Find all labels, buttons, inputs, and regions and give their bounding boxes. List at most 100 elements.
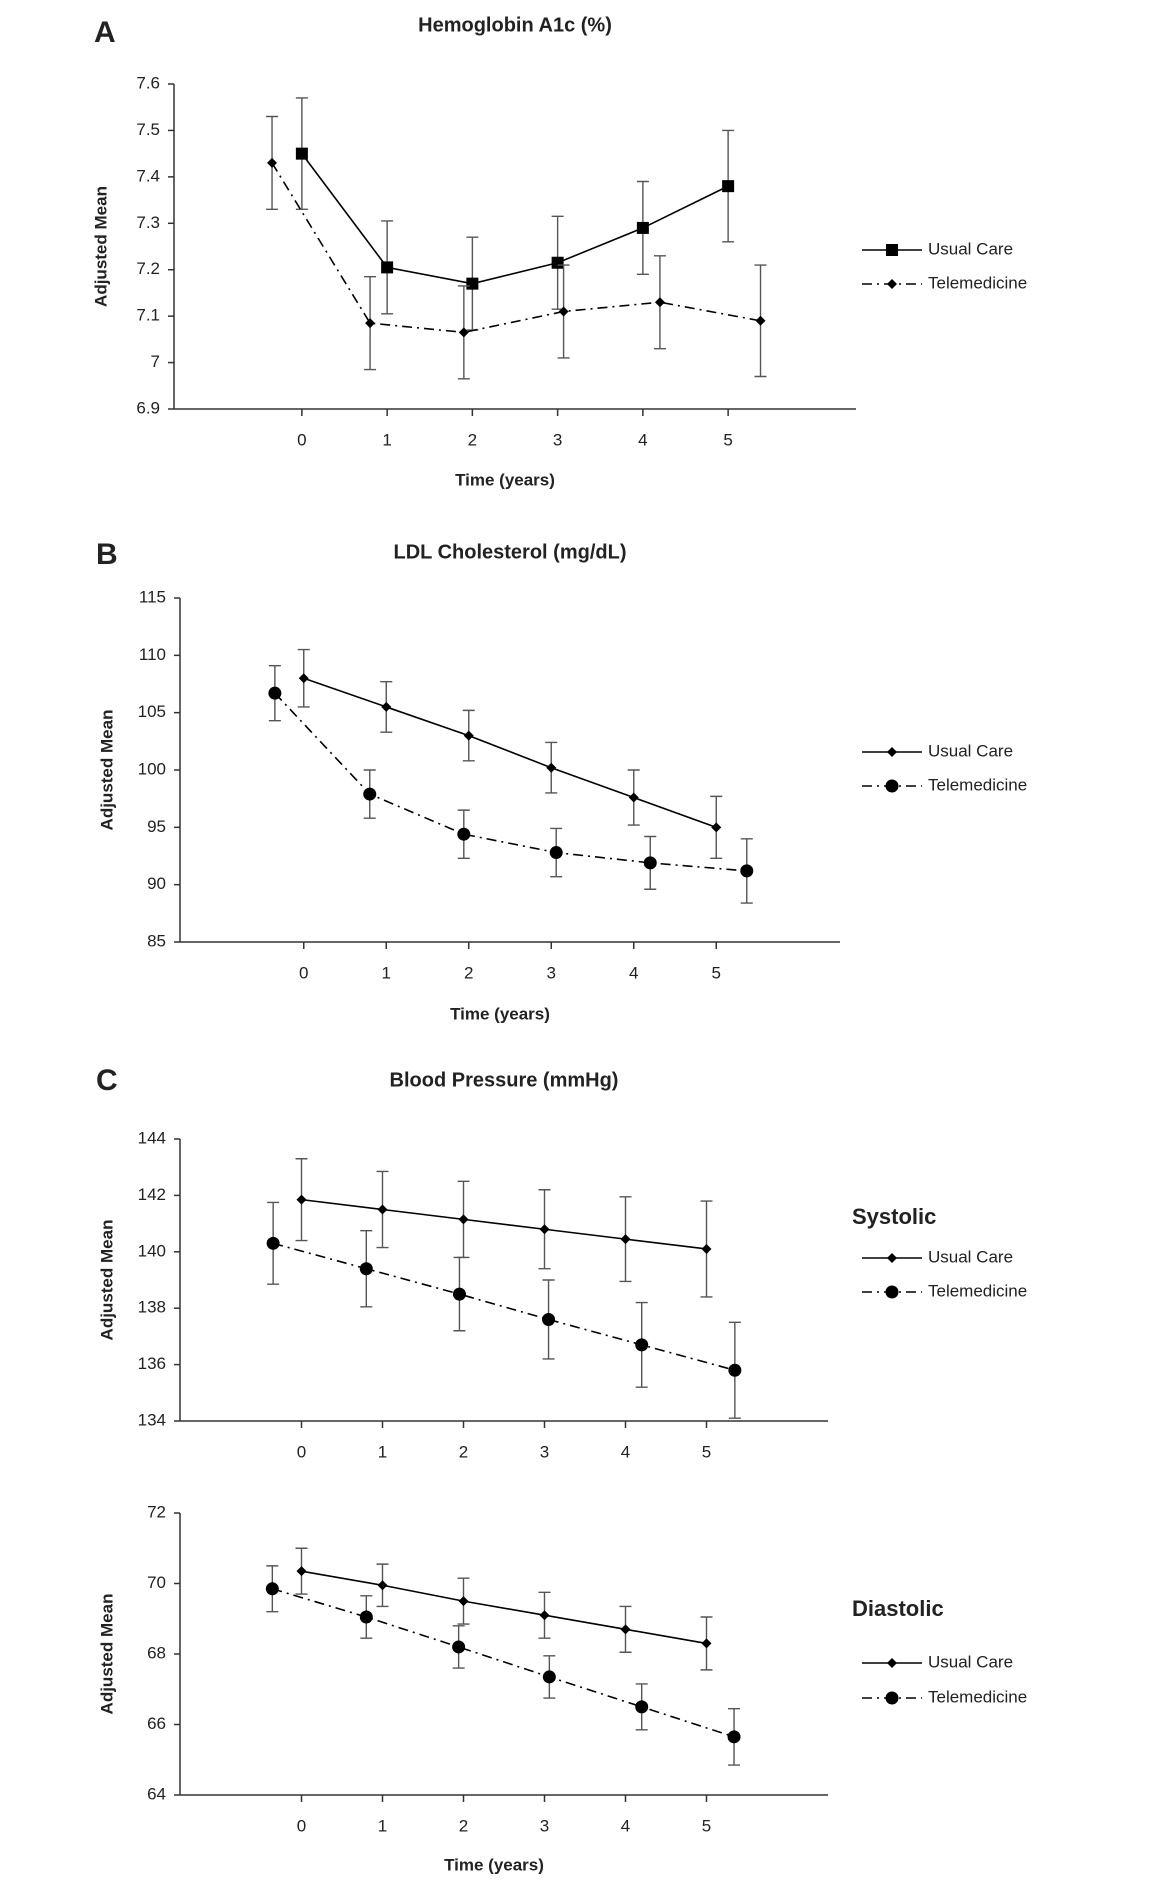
marker (363, 787, 377, 801)
marker (463, 730, 474, 741)
y-axis-label: Adjusted Mean (91, 186, 110, 307)
chart-title: Blood Pressure (mmHg) (390, 1069, 619, 1091)
marker (643, 856, 657, 870)
marker (755, 315, 766, 326)
x-tick-label: 2 (459, 1816, 468, 1835)
marker (458, 1596, 469, 1607)
marker (711, 822, 722, 833)
y-tick-label: 136 (138, 1354, 166, 1373)
x-tick-label: 3 (547, 963, 556, 982)
series-line (301, 153, 729, 285)
x-tick-label: 0 (299, 963, 308, 982)
series-line (301, 1198, 707, 1250)
marker (620, 1624, 631, 1635)
legend-label: Usual Care (928, 741, 1013, 760)
x-tick-label: 1 (382, 430, 391, 449)
series-line (303, 677, 717, 829)
marker (620, 1234, 631, 1245)
x-tick-label: 5 (723, 430, 732, 449)
marker (728, 1363, 742, 1377)
x-tick-label: 3 (540, 1816, 549, 1835)
x-tick-label: 1 (378, 1442, 387, 1461)
y-tick-label: 7.1 (136, 306, 160, 325)
marker (296, 1194, 307, 1205)
y-tick-label: 85 (147, 931, 166, 950)
x-tick-label: 0 (297, 1816, 306, 1835)
x-tick-label: 1 (382, 963, 391, 982)
x-tick-label: 3 (553, 430, 562, 449)
x-tick-label: 0 (297, 1442, 306, 1461)
marker (466, 277, 479, 290)
y-tick-label: 72 (147, 1502, 166, 1521)
marker (266, 1236, 280, 1250)
marker (546, 762, 557, 773)
marker (458, 1214, 469, 1225)
y-tick-label: 142 (138, 1185, 166, 1204)
marker (654, 297, 665, 308)
marker (365, 318, 376, 329)
y-tick-label: 100 (138, 759, 166, 778)
marker (457, 827, 471, 841)
x-tick-label: 5 (712, 963, 721, 982)
legend-marker (887, 1253, 897, 1263)
marker (549, 846, 563, 860)
legend-label: Usual Care (928, 239, 1013, 258)
y-axis-label: Adjusted Mean (97, 710, 116, 831)
series-line (272, 1588, 735, 1738)
y-tick-label: 144 (138, 1128, 166, 1147)
marker (295, 147, 308, 160)
x-tick-label: 5 (702, 1816, 711, 1835)
x-tick-label: 4 (629, 963, 638, 982)
y-tick-label: 7 (151, 352, 160, 371)
y-tick-label: 7.4 (136, 166, 160, 185)
y-tick-label: 95 (147, 817, 166, 836)
marker (635, 1700, 649, 1714)
legend-label: Telemedicine (928, 273, 1027, 292)
series-line (272, 1242, 736, 1372)
marker (635, 1338, 649, 1352)
legend-label: Telemedicine (928, 1281, 1027, 1300)
marker (265, 1582, 279, 1596)
x-tick-label: 2 (459, 1442, 468, 1461)
x-tick-label: 4 (638, 430, 647, 449)
legend-label: Telemedicine (928, 775, 1027, 794)
marker (377, 1580, 388, 1591)
y-tick-label: 7.6 (136, 73, 160, 92)
series-line (301, 1570, 707, 1645)
y-tick-label: 64 (147, 1784, 166, 1803)
legend-marker (887, 1658, 897, 1668)
subtitle: Diastolic (852, 1596, 944, 1621)
y-tick-label: 66 (147, 1714, 166, 1733)
marker (740, 864, 754, 878)
y-tick-label: 7.2 (136, 259, 160, 278)
y-tick-label: 7.5 (136, 120, 160, 139)
marker (722, 180, 735, 193)
y-axis-label: Adjusted Mean (97, 1594, 116, 1715)
marker (551, 256, 564, 269)
x-tick-label: 0 (297, 430, 306, 449)
x-axis-label: Time (years) (444, 1855, 544, 1874)
x-tick-label: 3 (540, 1442, 549, 1461)
marker (727, 1730, 741, 1744)
y-tick-label: 138 (138, 1298, 166, 1317)
x-tick-label: 1 (378, 1816, 387, 1835)
panel-label: B (96, 538, 118, 571)
legend-label: Usual Care (928, 1247, 1013, 1266)
x-tick-label: 2 (464, 963, 473, 982)
marker (539, 1610, 550, 1621)
legend-marker (887, 279, 897, 289)
y-axis-label: Adjusted Mean (97, 1220, 116, 1341)
legend-marker (886, 244, 898, 256)
legend-label: Telemedicine (928, 1687, 1027, 1706)
marker (267, 157, 278, 168)
marker (359, 1610, 373, 1624)
y-tick-label: 70 (147, 1573, 166, 1592)
y-tick-label: 105 (138, 702, 166, 721)
marker (636, 221, 649, 234)
marker (458, 327, 469, 338)
chart-title: LDL Cholesterol (mg/dL) (394, 541, 627, 563)
marker (381, 701, 392, 712)
marker (628, 792, 639, 803)
legend-marker (885, 779, 899, 793)
